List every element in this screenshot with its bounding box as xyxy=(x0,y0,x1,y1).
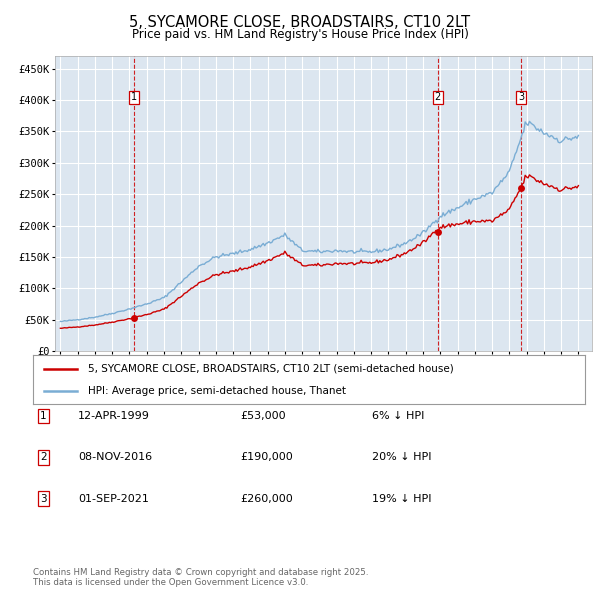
Text: 2: 2 xyxy=(40,453,47,462)
Text: £190,000: £190,000 xyxy=(240,453,293,462)
Text: £260,000: £260,000 xyxy=(240,494,293,503)
Text: 01-SEP-2021: 01-SEP-2021 xyxy=(78,494,149,503)
Text: 19% ↓ HPI: 19% ↓ HPI xyxy=(372,494,431,503)
Text: 5, SYCAMORE CLOSE, BROADSTAIRS, CT10 2LT (semi-detached house): 5, SYCAMORE CLOSE, BROADSTAIRS, CT10 2LT… xyxy=(88,363,454,373)
Text: 1: 1 xyxy=(131,93,137,102)
Text: 2: 2 xyxy=(434,93,441,102)
Text: 1: 1 xyxy=(40,411,47,421)
Text: 12-APR-1999: 12-APR-1999 xyxy=(78,411,150,421)
Text: 08-NOV-2016: 08-NOV-2016 xyxy=(78,453,152,462)
Text: 6% ↓ HPI: 6% ↓ HPI xyxy=(372,411,424,421)
Text: 3: 3 xyxy=(518,93,524,102)
Text: 3: 3 xyxy=(40,494,47,503)
Text: HPI: Average price, semi-detached house, Thanet: HPI: Average price, semi-detached house,… xyxy=(88,386,346,396)
Text: 20% ↓ HPI: 20% ↓ HPI xyxy=(372,453,431,462)
Text: Price paid vs. HM Land Registry's House Price Index (HPI): Price paid vs. HM Land Registry's House … xyxy=(131,28,469,41)
Text: 5, SYCAMORE CLOSE, BROADSTAIRS, CT10 2LT: 5, SYCAMORE CLOSE, BROADSTAIRS, CT10 2LT xyxy=(130,15,470,30)
Text: Contains HM Land Registry data © Crown copyright and database right 2025.
This d: Contains HM Land Registry data © Crown c… xyxy=(33,568,368,587)
Text: £53,000: £53,000 xyxy=(240,411,286,421)
